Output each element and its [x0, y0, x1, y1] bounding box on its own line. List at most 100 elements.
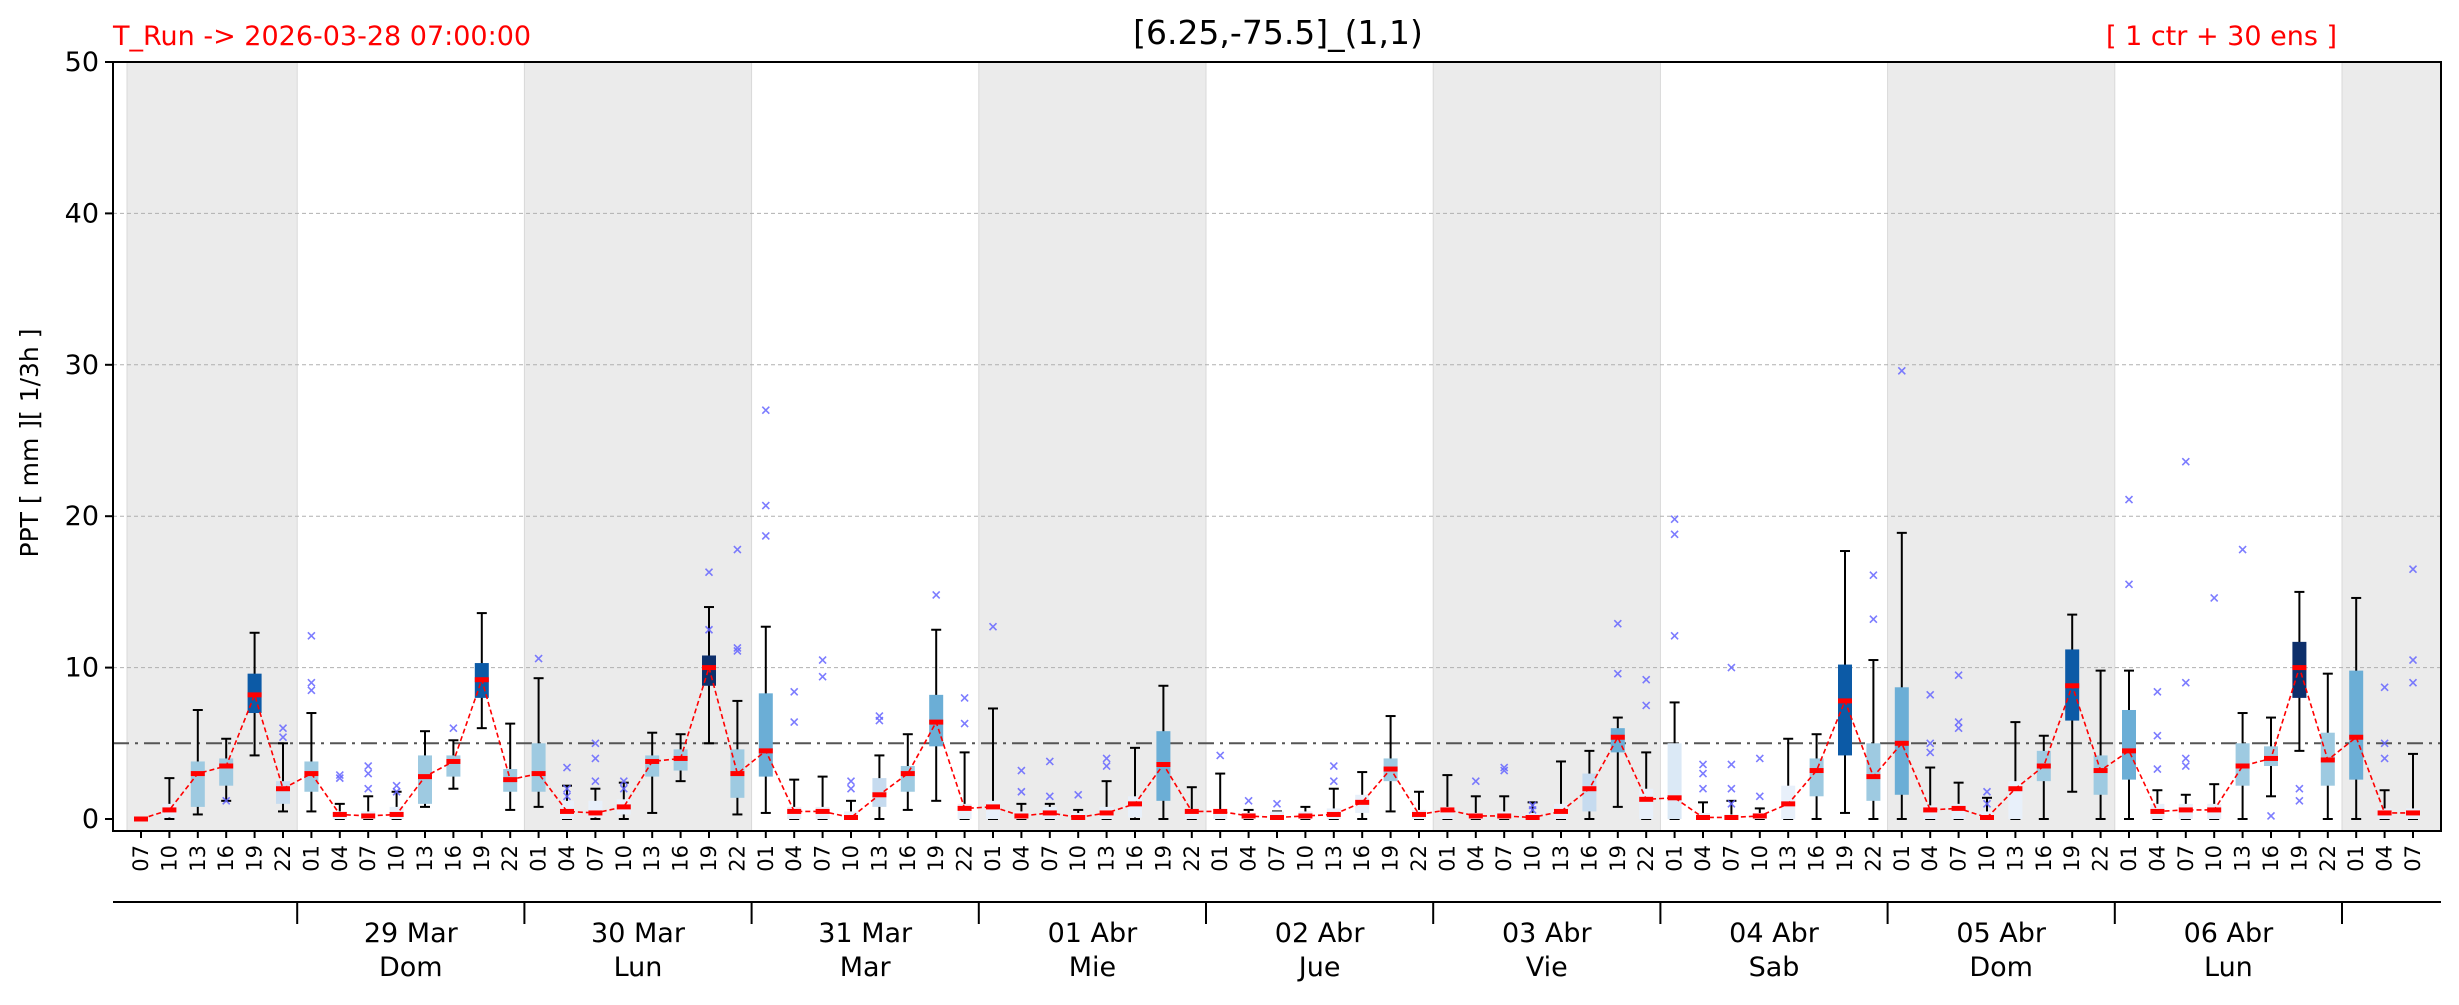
- x-tick-label: 13: [2231, 845, 2255, 872]
- day-band: [126, 61, 298, 832]
- outlier-point: [2380, 754, 2389, 763]
- outlier-point: [1017, 787, 1026, 796]
- outlier-point: [2380, 739, 2389, 748]
- box-7: [332, 771, 347, 820]
- outlier-point: [2210, 593, 2219, 603]
- x-tick-label: 07: [1492, 845, 1516, 872]
- day-date-label: 05 Abr: [1956, 918, 2047, 949]
- outlier-point: [1329, 761, 1338, 771]
- iqr-box: [1667, 743, 1682, 819]
- box-8: [361, 761, 376, 820]
- x-tick-label: 22: [1407, 845, 1431, 872]
- outlier-point: [1698, 784, 1708, 793]
- outlier-point: [988, 622, 998, 631]
- outlier-point: [960, 693, 969, 702]
- outlier-point: [1045, 792, 1054, 801]
- outlier-point: [2153, 764, 2162, 774]
- iqr-box: [446, 755, 461, 777]
- day-date-label: 02 Abr: [1275, 918, 1366, 949]
- box-62: [1894, 366, 1909, 820]
- day-date-label: 31 Mar: [818, 918, 913, 949]
- outlier-point: [449, 724, 458, 733]
- x-tick-label: 07: [1719, 845, 1743, 872]
- y-tick-label: 40: [65, 198, 99, 229]
- box-66: [2008, 721, 2023, 820]
- box-22: [758, 406, 773, 814]
- outlier-point: [1954, 724, 1963, 733]
- box-73: [2207, 593, 2222, 820]
- x-tick-label: 01: [1890, 845, 1914, 872]
- day-band: [1887, 61, 2116, 832]
- day-weekday-label: Dom: [379, 952, 443, 983]
- box-60: [1838, 550, 1852, 814]
- outlier-point: [761, 406, 770, 415]
- x-tick-label: 10: [2202, 845, 2226, 872]
- day-weekday-label: Lun: [614, 952, 663, 983]
- outlier-point: [591, 777, 600, 786]
- x-tick-label: 07: [811, 845, 835, 872]
- outlier-point: [704, 625, 714, 634]
- outlier-point: [733, 643, 742, 652]
- x-tick-label: 16: [2259, 845, 2283, 872]
- outlier-point: [2153, 731, 2162, 740]
- x-tick-label: 19: [470, 845, 494, 872]
- x-tick-label: 10: [385, 845, 409, 872]
- box-25: [844, 777, 858, 820]
- outlier-point: [1244, 796, 1253, 805]
- day-band: [978, 61, 1207, 832]
- x-tick-label: 19: [1379, 845, 1403, 872]
- outlier-point: [733, 545, 742, 554]
- box-29: [957, 693, 972, 820]
- day-date-label: 29 Mar: [364, 918, 459, 949]
- outlier-point: [1074, 790, 1083, 799]
- x-tick-label: 01: [527, 845, 551, 872]
- outlier-point: [1869, 571, 1878, 580]
- outlier-point: [1755, 754, 1764, 763]
- box-50: [1554, 760, 1568, 820]
- outlier-point: [307, 678, 316, 687]
- y-tick-label: 10: [65, 653, 99, 684]
- x-tick-label: 19: [1606, 845, 1630, 872]
- outlier-point: [932, 590, 941, 599]
- x-tick-label: 10: [1748, 845, 1772, 872]
- outlier-point: [1329, 777, 1338, 786]
- day-band: [523, 61, 753, 832]
- outlier-point: [278, 733, 288, 742]
- outlier-point: [1869, 615, 1878, 624]
- outlier-point: [1045, 757, 1054, 766]
- iqr-box: [1128, 796, 1142, 818]
- outlier-point: [1017, 766, 1026, 775]
- outlier-point: [1528, 801, 1537, 810]
- box-76: [2292, 590, 2307, 805]
- box-11: [446, 724, 461, 790]
- y-tick-label: 30: [65, 350, 99, 381]
- x-tick-label: 13: [867, 845, 891, 872]
- x-tick-label: 01: [1663, 845, 1687, 872]
- x-tick-label: 07: [129, 845, 153, 872]
- iqr-box: [758, 693, 773, 777]
- day-date-label: 04 Abr: [1729, 918, 1820, 949]
- outlier-point: [1500, 766, 1509, 775]
- outlier-point: [1926, 739, 1935, 748]
- outlier-point: [761, 531, 770, 540]
- iqr-box: [531, 743, 546, 792]
- x-tick-label: 22: [271, 845, 295, 872]
- x-tick-label: 16: [669, 845, 693, 872]
- outlier-point: [2408, 655, 2418, 665]
- y-tick-label: 20: [65, 501, 99, 532]
- box-65: [1980, 787, 1994, 820]
- x-tick-label: 16: [1123, 845, 1147, 872]
- y-axis-label: PPT [ mm ][ 1/3h ]: [15, 329, 44, 558]
- outlier-point: [335, 774, 344, 783]
- x-tick-label: 13: [2003, 845, 2027, 872]
- outlier-point: [392, 787, 401, 796]
- x-tick-label: 13: [186, 845, 210, 872]
- outlier-point: [1670, 530, 1679, 539]
- outlier-point: [1698, 760, 1708, 769]
- outlier-point: [307, 631, 316, 640]
- x-tick-label: 22: [1634, 845, 1658, 872]
- outlier-point: [2181, 761, 2190, 771]
- box-41: [1298, 805, 1313, 820]
- x-tick-label: 01: [1435, 845, 1459, 872]
